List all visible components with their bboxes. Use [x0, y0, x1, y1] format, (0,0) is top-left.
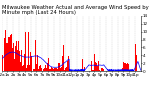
Text: Milwaukee Weather Actual and Average Wind Speed by Minute mph (Last 24 Hours): Milwaukee Weather Actual and Average Win… [2, 5, 148, 15]
